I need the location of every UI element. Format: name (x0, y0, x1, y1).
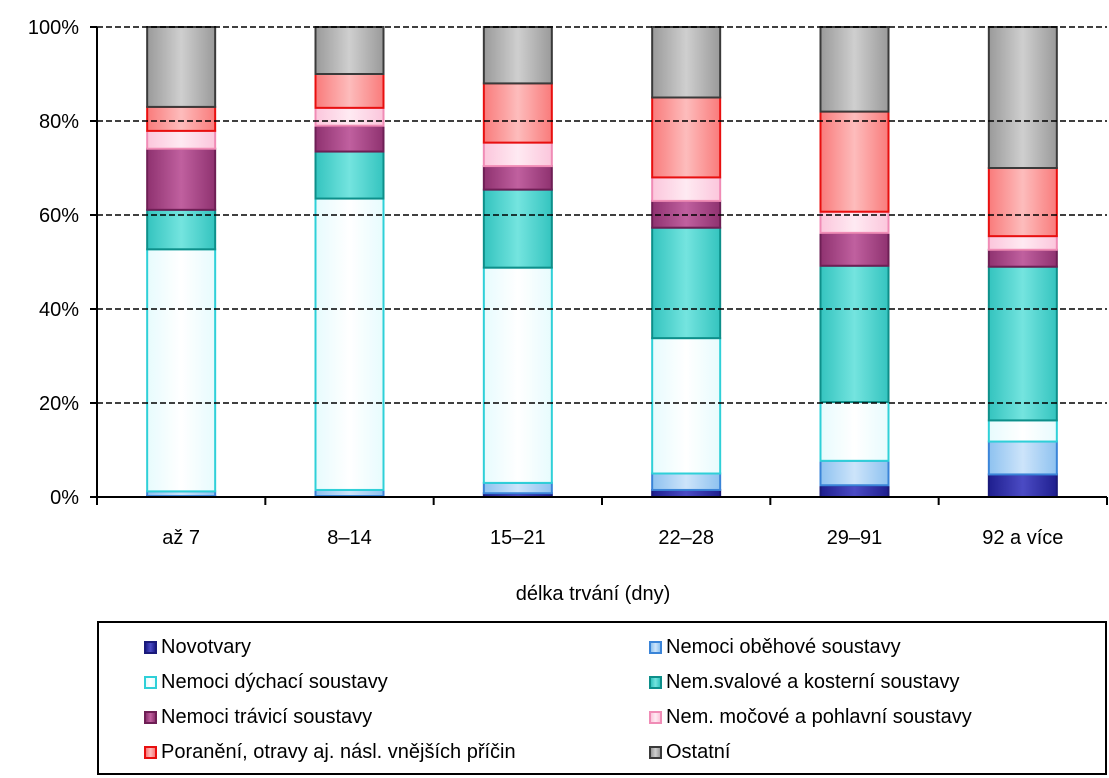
legend: Novotvary Nemoci oběhové soustavy Nemoci d… (97, 621, 1107, 775)
legend-swatch (144, 710, 157, 724)
bar-segment (146, 129, 217, 150)
legend-item: Nem.svalové a kosterní soustavy (649, 671, 959, 693)
bar-segment (482, 82, 553, 144)
legend-label: Novotvary (161, 636, 252, 658)
bar-segment (819, 264, 890, 404)
axes-layer: 0% 20% 40% 60% 80% 100% až 7 8–14 15–21 22–28 29–9… (28, 17, 1108, 549)
legend-swatch (649, 675, 662, 689)
bar-segment (987, 26, 1058, 169)
bar-segment (314, 197, 385, 491)
bar-segment (987, 167, 1058, 238)
bar-segment (819, 26, 890, 113)
y-tick-label: 0% (50, 487, 79, 509)
bar-segment (987, 419, 1058, 443)
legend-label: Poranění, otravy aj. násl. vnějších příč… (161, 741, 516, 763)
bar-segment (819, 231, 890, 267)
x-tick-label: 8–14 (327, 527, 372, 549)
bar-segment (314, 150, 385, 200)
bar-segment (482, 188, 553, 269)
bars-layer (146, 26, 1058, 499)
legend-label: Nemoci trávicí soustavy (161, 706, 373, 728)
bar-segment (482, 26, 553, 85)
bar-segment (146, 147, 217, 211)
legend-swatch (649, 745, 662, 759)
legend-item: Poranění, otravy aj. násl. vnějších příč… (144, 741, 516, 763)
bar-segment (482, 141, 553, 168)
bar-segment (819, 110, 890, 213)
legend-swatch (649, 640, 662, 654)
legend-item: Ostatní (649, 741, 730, 763)
legend-item: Novotvary (144, 636, 251, 658)
grid-layer (97, 26, 1107, 404)
legend-swatch (144, 745, 157, 759)
x-tick-label: až 7 (162, 527, 200, 549)
legend-item: Nemoci dýchací soustavy (144, 671, 388, 693)
bar-segment (146, 208, 217, 251)
bar-segment (146, 105, 217, 132)
legend-label: Nem. močové a pohlavní soustavy (666, 706, 972, 728)
y-tick-label: 60% (39, 205, 79, 227)
bar-segment (314, 106, 385, 127)
legend-swatch (144, 640, 157, 654)
bar-segment (651, 472, 722, 491)
bar-segment (987, 440, 1058, 476)
bar-segment (146, 248, 217, 493)
bar-segment (482, 481, 553, 495)
bar-segment (146, 26, 217, 108)
bar-segment (651, 26, 722, 99)
x-tick-label: 15–21 (490, 527, 546, 549)
bar-segment (651, 96, 722, 179)
bar-segment (987, 235, 1058, 251)
legend-swatch (144, 675, 157, 689)
y-tick-label: 20% (39, 393, 79, 415)
x-tick-label: 29–91 (827, 527, 883, 549)
legend-swatch (649, 710, 662, 724)
bar-segment (987, 473, 1058, 499)
bar-segment (819, 459, 890, 487)
x-axis-label: délka trvání (dny) (516, 583, 671, 605)
bar-segment (987, 265, 1058, 422)
bar-segment (987, 248, 1058, 268)
stacked-bar-chart: 0% 20% 40% 60% 80% 100% až 7 8–14 15–21 22–28 29–9… (28, 17, 1108, 605)
bar-segment (482, 266, 553, 484)
legend-label: Nem.svalové a kosterní soustavy (666, 671, 960, 693)
bar-segment (314, 26, 385, 75)
bar-segment (651, 488, 722, 499)
legend-label: Ostatní (666, 741, 731, 763)
bar-segment (651, 226, 722, 340)
legend-label: Nemoci dýchací soustavy (161, 671, 388, 693)
bar-segment (482, 165, 553, 191)
bar-segment (651, 337, 722, 475)
legend-item: Nemoci oběhové soustavy (649, 636, 901, 658)
legend-label: Nemoci oběhové soustavy (666, 636, 901, 658)
bar-segment (314, 124, 385, 153)
y-tick-label: 40% (39, 299, 79, 321)
x-tick-label: 22–28 (658, 527, 714, 549)
x-tick-label: 92 a více (982, 527, 1063, 549)
y-tick-label: 80% (39, 111, 79, 133)
y-tick-label: 100% (28, 17, 79, 39)
legend-item: Nem. močové a pohlavní soustavy (649, 706, 972, 728)
bar-segment (819, 401, 890, 462)
bar-segment (819, 484, 890, 498)
bar-segment (314, 73, 385, 109)
legend-item: Nemoci trávicí soustavy (144, 706, 372, 728)
bar-segment (651, 176, 722, 202)
